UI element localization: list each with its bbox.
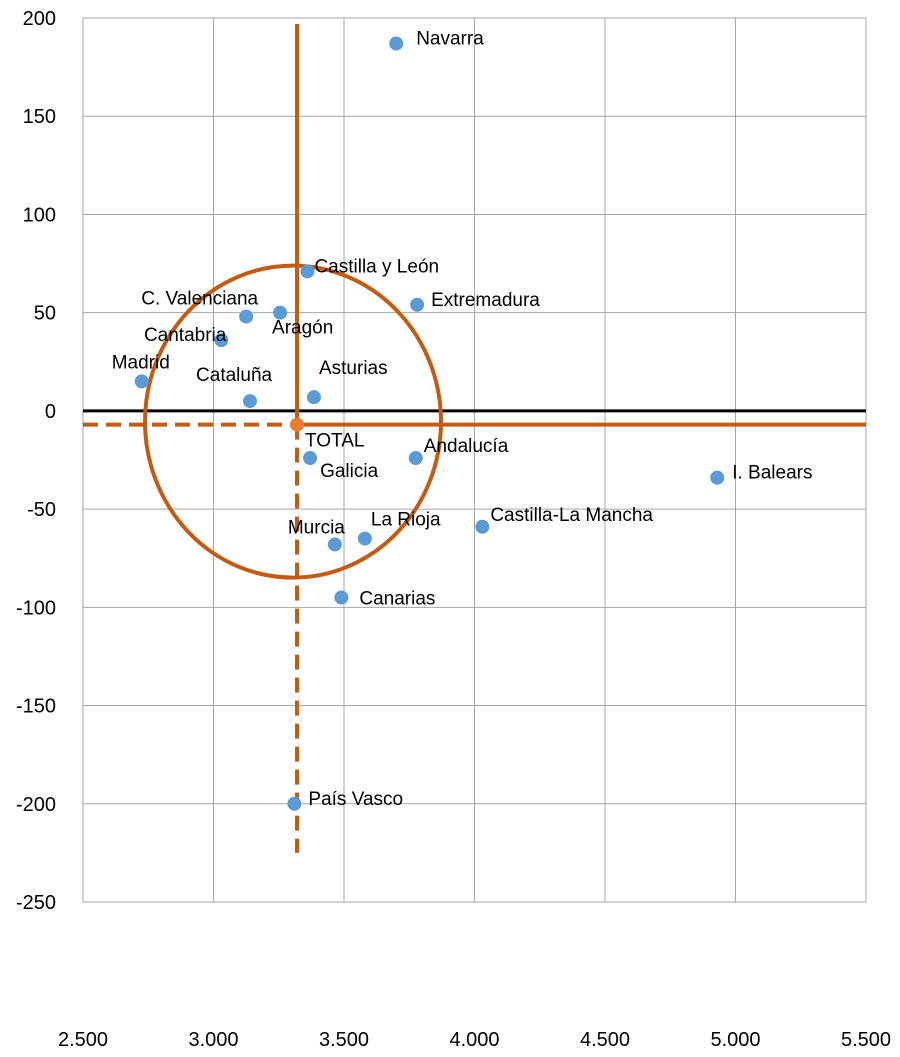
data-point-label: País Vasco (308, 789, 403, 810)
reference-circle (143, 263, 444, 580)
data-point-label: Cantabria (144, 325, 227, 346)
data-point-label: Andalucía (424, 436, 509, 457)
reference-label: TOTAL (305, 431, 364, 452)
y-tick-label: -50 (27, 499, 56, 521)
data-point (239, 309, 254, 324)
data-point-label: Cataluña (196, 365, 272, 386)
data-point-label: Canarias (359, 589, 435, 610)
y-tick-label: 200 (23, 8, 56, 30)
data-point-label: Castilla-La Mancha (490, 505, 653, 526)
data-point (357, 531, 372, 546)
data-point (327, 537, 342, 552)
axis-tick-labels: 2.500 3.000 3.500 4.000 4.500 5.000 5.500 -250 -… (16, 8, 891, 1051)
y-tick-label: -200 (16, 794, 56, 816)
data-point (134, 374, 149, 389)
y-tick-label: -250 (16, 892, 56, 914)
data-point (287, 796, 302, 811)
data-point-label: Asturias (319, 358, 388, 379)
data-point (300, 264, 315, 279)
x-tick-label: 4.500 (580, 1029, 630, 1051)
data-point-label: Galicia (320, 461, 379, 482)
y-tick-label: 150 (23, 106, 56, 128)
data-point (475, 519, 490, 534)
y-tick-label: 0 (45, 401, 56, 423)
data-point (389, 36, 404, 51)
data-point (214, 333, 229, 348)
data-point (306, 390, 321, 405)
y-tick-label: 50 (34, 303, 56, 325)
data-point (410, 297, 425, 312)
data-point-label: Madrid (112, 352, 170, 373)
reference-point (290, 417, 305, 432)
x-tick-label: 3.000 (188, 1029, 238, 1051)
y-tick-label: -150 (16, 696, 56, 718)
data-points (134, 36, 725, 811)
grid (82, 17, 867, 903)
data-point-label: Navarra (416, 29, 484, 50)
reference-lines (83, 23, 866, 853)
point-labels: TOTAL Navarra Castilla y León Extremadura C.… (112, 29, 813, 810)
x-tick-label: 5.000 (710, 1029, 760, 1051)
data-point-label: Aragón (272, 318, 333, 339)
data-point-label: La Rioja (371, 510, 441, 531)
x-tick-label: 3.500 (319, 1029, 369, 1051)
data-point (303, 451, 318, 466)
data-point (334, 590, 349, 605)
data-point-label: C. Valenciana (141, 289, 258, 310)
y-tick-label: -100 (16, 597, 56, 619)
data-point (408, 451, 423, 466)
x-tick-label: 4.000 (449, 1029, 499, 1051)
data-point-label: Extremadura (431, 290, 540, 311)
data-point (273, 305, 288, 320)
data-point-label: I. Balears (732, 463, 812, 484)
data-point-label: Castilla y León (314, 256, 439, 277)
y-tick-label: 100 (23, 204, 56, 226)
data-point-label: Murcia (288, 517, 345, 538)
x-tick-label: 2.500 (58, 1029, 108, 1051)
data-point (243, 394, 258, 409)
x-tick-label: 5.500 (841, 1029, 891, 1051)
data-point (710, 470, 725, 485)
